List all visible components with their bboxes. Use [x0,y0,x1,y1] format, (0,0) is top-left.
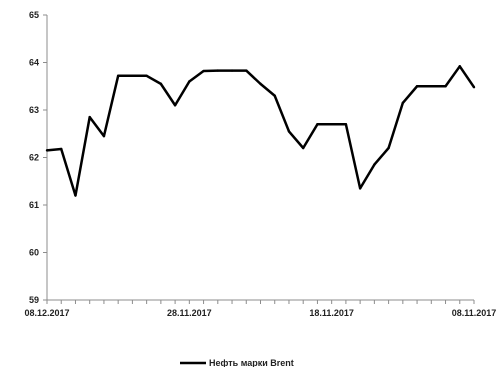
data-point [45,149,49,152]
data-point [415,85,419,88]
x-tick-label: 28.11.2017 [167,308,212,318]
data-point [287,130,291,133]
y-tick-label: 62 [29,153,39,163]
data-point [358,187,362,190]
y-tick-label: 64 [29,58,39,68]
data-point [102,134,106,138]
data-point [216,69,219,72]
data-point [444,85,447,88]
data-point [188,80,191,83]
data-point [316,123,319,126]
data-point [344,123,348,126]
data-point [116,74,120,78]
y-tick-label: 61 [29,200,39,210]
data-point [330,123,333,126]
legend-label-brent: Нефть марки Brent [209,358,294,367]
data-point [202,69,205,73]
data-point [159,82,163,86]
x-axis: 08.12.2017 28.11.2017 18.11.2017 08.11.2017 [24,299,497,318]
data-point [430,85,433,88]
y-tick-label: 60 [29,248,39,258]
data-point [131,74,134,78]
data-point [373,163,376,166]
x-tick-label: 08.12.2017 [24,308,69,318]
legend: Нефть марки Brent [180,358,294,367]
x-tick-label: 08.11.2017 [452,308,497,318]
y-tick-label: 63 [29,105,39,115]
data-point [245,69,248,72]
data-point [472,86,476,89]
data-point [273,94,276,97]
data-point [74,194,77,197]
data-point [458,65,461,68]
data-point [387,146,390,150]
data-point [230,69,234,72]
data-point [401,101,405,105]
series-line-brent [46,65,476,197]
series-lines [45,65,476,197]
y-tick-label: 65 [29,10,39,20]
x-tick-label: 18.11.2017 [309,308,354,318]
y-axis: 59 60 61 62 63 64 65 [29,10,48,305]
data-point [173,104,177,107]
data-point [88,115,91,119]
data-point [259,82,262,86]
data-point [60,147,63,151]
data-point [302,146,305,150]
data-point [145,74,148,78]
y-tick-label: 59 [29,295,39,305]
